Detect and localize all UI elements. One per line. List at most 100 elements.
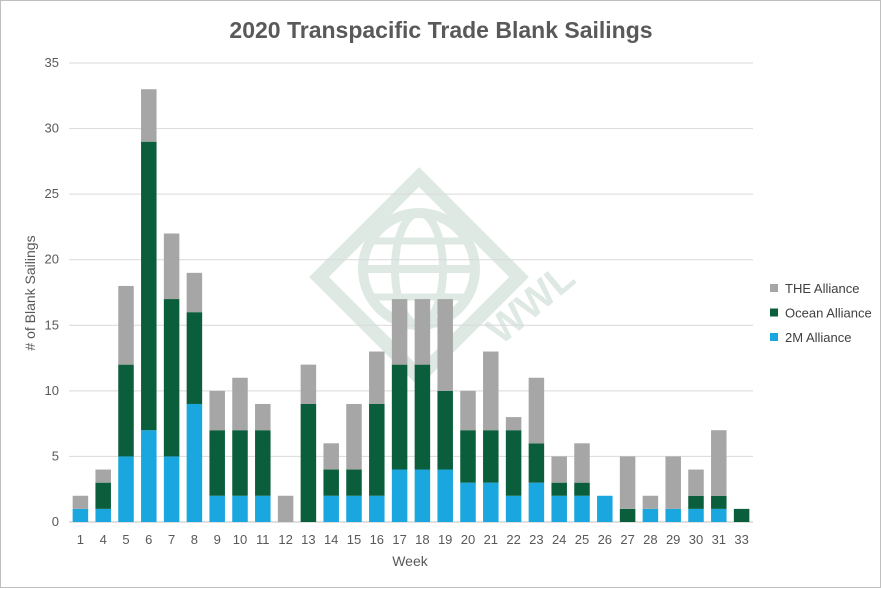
x-tick-label: 20 [461, 532, 475, 547]
x-tick-label: 1 [77, 532, 84, 547]
y-tick-label: 20 [45, 252, 59, 267]
legend-label: THE Alliance [785, 281, 859, 296]
legend-label: Ocean Alliance [785, 306, 872, 321]
bar-segment-the-alliance [323, 443, 339, 470]
y-tick-label: 15 [45, 317, 59, 332]
bar-segment-the-alliance [414, 299, 431, 365]
bar-segment-ocean-alliance [323, 469, 339, 496]
bar-segment-2m-alliance [665, 508, 681, 522]
x-tick-label: 26 [598, 532, 612, 547]
bar-segment-2m-alliance [391, 469, 408, 522]
bar-segment-ocean-alliance [346, 469, 362, 496]
x-tick-label: 6 [145, 532, 152, 547]
bar-segment-ocean-alliance [688, 495, 704, 509]
bar-segment-ocean-alliance [186, 312, 203, 404]
bar-segment-2m-alliance [209, 495, 225, 522]
bar-segment-ocean-alliance [505, 430, 522, 496]
bar-segment-2m-alliance [186, 403, 203, 522]
x-tick-label: 15 [347, 532, 361, 547]
legend-label: 2M Alliance [785, 330, 851, 345]
bar-segment-the-alliance [300, 364, 317, 404]
bar-segment-ocean-alliance [163, 299, 180, 457]
x-tick-label: 14 [324, 532, 338, 547]
y-tick-label: 35 [45, 55, 59, 70]
bar-segment-the-alliance [277, 495, 294, 522]
bar-segment-the-alliance [118, 285, 134, 365]
bar-segment-ocean-alliance [414, 364, 431, 470]
x-tick-label: 21 [484, 532, 498, 547]
bar-segment-the-alliance [232, 377, 248, 431]
bar-segment-ocean-alliance [255, 430, 271, 496]
x-tick-label: 23 [529, 532, 543, 547]
x-tick-label: 10 [233, 532, 247, 547]
x-tick-label: 18 [415, 532, 429, 547]
legend-swatch [770, 308, 778, 317]
legend-swatch [770, 284, 778, 292]
x-tick-label: 11 [256, 532, 270, 547]
bar-segment-2m-alliance [597, 495, 613, 522]
bar-segment-2m-alliance [688, 508, 704, 522]
bar-segment-2m-alliance [118, 456, 134, 522]
bar-segment-the-alliance [483, 351, 499, 431]
x-tick-label: 30 [689, 532, 703, 547]
x-axis-ticks: 1 4 5 6 7 8 9 10 11 12 13 14 15 16 17 18 19 20 21 22 23 24 25 2… [77, 532, 749, 547]
x-tick-label: 33 [734, 532, 748, 547]
chart-title: 2020 Transpacific Trade Blank Sailings [229, 17, 652, 43]
bar-segment-ocean-alliance [711, 495, 727, 509]
bar-segment-the-alliance [437, 299, 453, 391]
bar-segment-the-alliance [528, 377, 545, 444]
bar-segment-the-alliance [505, 417, 522, 431]
bar-segment-2m-alliance [414, 469, 431, 522]
y-axis-label: # of Blank Sailings [22, 235, 38, 350]
y-tick-label: 0 [52, 514, 59, 529]
x-tick-label: 12 [278, 532, 292, 547]
bar-segment-ocean-alliance [483, 430, 499, 483]
x-axis-label: Week [392, 553, 429, 569]
bar-segment-2m-alliance [528, 482, 545, 522]
bar-segment-the-alliance [72, 495, 89, 509]
bar-segment-ocean-alliance [95, 482, 111, 509]
bar-segment-ocean-alliance [391, 364, 408, 470]
x-tick-label: 22 [506, 532, 520, 547]
bar-segment-2m-alliance [642, 508, 659, 522]
bar-segment-2m-alliance [255, 495, 271, 522]
bar-segment-the-alliance [642, 495, 659, 509]
bar-segment-2m-alliance [72, 508, 89, 522]
y-axis-ticks: 0 5 10 15 20 25 30 35 [45, 55, 59, 529]
x-tick-label: 27 [620, 532, 634, 547]
y-tick-label: 5 [52, 448, 59, 463]
bar-segment-the-alliance [255, 403, 271, 431]
x-tick-label: 25 [575, 532, 589, 547]
bar-segment-2m-alliance [95, 508, 111, 522]
y-tick-label: 30 [45, 121, 59, 136]
bar-segment-the-alliance [369, 351, 385, 404]
legend: THE Alliance Ocean Alliance 2M Alliance [770, 281, 872, 345]
bar-segment-the-alliance [186, 272, 203, 313]
bar-segment-2m-alliance [323, 495, 339, 522]
bar-segment-the-alliance [665, 456, 681, 509]
bar-segment-2m-alliance [346, 495, 362, 522]
bar-segment-the-alliance [711, 430, 727, 496]
bar-segment-ocean-alliance [551, 482, 567, 496]
bar-segment-the-alliance [95, 469, 111, 483]
bar-segment-ocean-alliance [118, 364, 134, 457]
bar-segment-the-alliance [209, 390, 225, 431]
bar-segment-ocean-alliance [141, 141, 157, 431]
bar-segment-the-alliance [688, 469, 704, 496]
x-tick-label: 4 [100, 532, 107, 547]
x-tick-label: 5 [122, 532, 129, 547]
bar-segment-2m-alliance [574, 495, 590, 522]
bar-segment-the-alliance [391, 299, 408, 365]
x-tick-label: 24 [552, 532, 566, 547]
y-tick-label: 10 [45, 383, 59, 398]
x-tick-label: 28 [643, 532, 657, 547]
x-tick-label: 13 [301, 532, 315, 547]
x-tick-label: 31 [712, 532, 726, 547]
bar-segment-ocean-alliance [369, 403, 385, 496]
bar-segment-2m-alliance [163, 456, 180, 522]
bar-segment-the-alliance [460, 390, 476, 431]
x-tick-label: 7 [168, 532, 175, 547]
gridlines [69, 62, 753, 523]
